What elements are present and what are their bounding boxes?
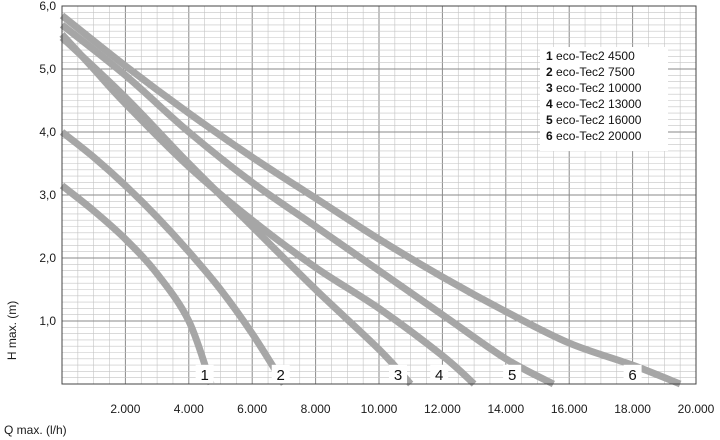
y-tick-labels: 1,0 2,0 3,0 4,0 5,0 6,0 [39, 0, 56, 328]
curve-label-box-1 [195, 364, 214, 384]
series-line-2 [59, 129, 287, 386]
legend-label: eco-Tec2 16000 [556, 113, 642, 127]
series-line-6 [59, 12, 682, 388]
legend-entry-5: 5 eco-Tec2 16000 [546, 113, 642, 127]
x-tick-label: 16.000 [551, 402, 588, 416]
curve-label-box-5 [503, 364, 522, 384]
legend-label: eco-Tec2 20000 [556, 129, 642, 143]
curve-label-box-2 [271, 364, 290, 384]
curves [59, 12, 682, 388]
legend-number: 1 [546, 49, 556, 63]
series-line-3 [59, 34, 414, 387]
legend-label: eco-Tec2 4500 [556, 49, 635, 63]
legend-entry-1: 1 eco-Tec2 4500 [546, 49, 635, 63]
series-line-5 [59, 22, 555, 388]
x-tick-label: 6.000 [237, 402, 267, 416]
legend-label: eco-Tec2 13000 [556, 97, 642, 111]
x-tick-label: 12.000 [424, 402, 461, 416]
y-tick-label: 6,0 [39, 0, 56, 13]
x-tick-label: 2.000 [110, 402, 140, 416]
x-tick-label: 10.000 [361, 402, 398, 416]
curve-label-box-4 [430, 364, 449, 384]
series-line-1 [59, 182, 215, 386]
curve-labels: 1 2 3 4 5 6 [195, 364, 642, 384]
y-tick-label: 3,0 [39, 188, 56, 202]
legend-number: 6 [546, 129, 556, 143]
curve-label-3: 3 [394, 367, 402, 384]
curve-label-1: 1 [200, 367, 208, 384]
legend-entry-4: 4 eco-Tec2 13000 [546, 97, 642, 111]
legend-number: 5 [546, 113, 556, 127]
legend-box [540, 47, 668, 151]
curve-label-box-3 [389, 364, 408, 384]
legend-entry-6: 6 eco-Tec2 20000 [546, 129, 642, 143]
curve-label-5: 5 [508, 367, 516, 384]
series-line-4 [59, 31, 477, 387]
y-axis-label: H max. (m) [5, 301, 19, 360]
y-tick-label: 5,0 [39, 62, 56, 76]
y-tick-label: 2,0 [39, 251, 56, 265]
legend-number: 3 [546, 81, 556, 95]
legend-entry-3: 3 eco-Tec2 10000 [546, 81, 642, 95]
legend-entry-2: 2 eco-Tec2 7500 [546, 65, 635, 79]
curve-label-6: 6 [628, 367, 636, 384]
y-tick-label: 1,0 [39, 314, 56, 328]
legend-label: eco-Tec2 7500 [556, 65, 635, 79]
x-tick-label: 8.000 [301, 402, 331, 416]
x-tick-labels: 2.000 4.000 6.000 8.000 10.000 12.000 14.000 16… [110, 402, 714, 416]
curve-label-box-6 [623, 364, 642, 384]
curve-label-4: 4 [435, 367, 443, 384]
legend-label: eco-Tec2 10000 [556, 81, 642, 95]
x-tick-label: 4.000 [174, 402, 204, 416]
y-tick-label: 4,0 [39, 125, 56, 139]
x-axis-label: Q max. (l/h) [4, 423, 67, 437]
x-tick-label: 14.000 [487, 402, 524, 416]
x-tick-label: 20.000 [678, 402, 715, 416]
plot-frame [61, 5, 697, 385]
legend-number: 2 [546, 65, 556, 79]
legend-number: 4 [546, 97, 556, 111]
curve-label-2: 2 [277, 367, 285, 384]
x-tick-label: 18.000 [614, 402, 651, 416]
